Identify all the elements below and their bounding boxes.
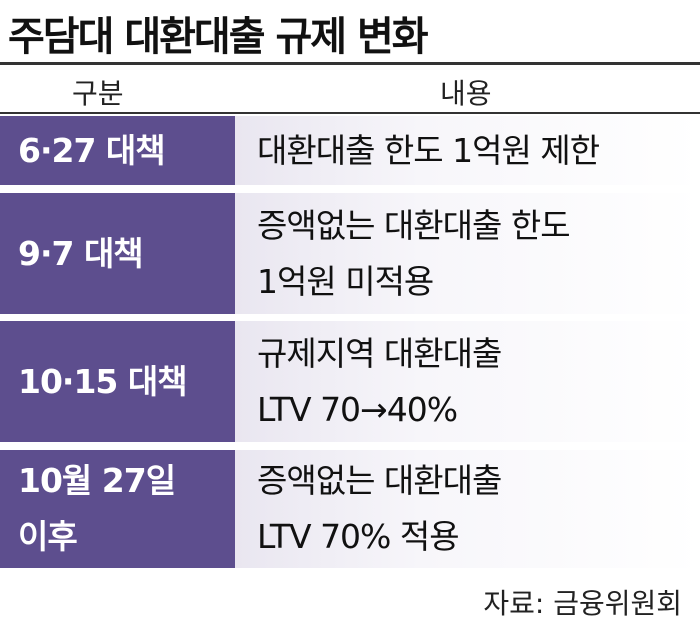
row-label: 6·27 대책 [0,116,235,185]
row-content: 증액없는 대환대출 한도 1억원 미적용 [235,193,700,314]
table-row: 6·27 대책 대환대출 한도 1억원 제한 [0,116,700,185]
label-line: 9·7 대책 [18,233,144,273]
row-content: 대환대출 한도 1억원 제한 [235,116,700,185]
content-line: 증액없는 대환대출 [257,461,502,500]
label-line: 6·27 대책 [18,130,166,170]
label-line: 10월 27일 [18,461,176,500]
label-line: 이후 [18,517,78,556]
table-row: 9·7 대책 증액없는 대환대출 한도 1억원 미적용 [0,193,700,314]
content-line: LTV 70→40% [257,389,458,429]
table-row: 10·15 대책 규제지역 대환대출 LTV 70→40% [0,321,700,442]
label-line: 10·15 대책 [18,361,188,401]
content-line: LTV 70% 적용 [257,517,460,556]
row-label: 9·7 대책 [0,193,235,314]
content-line: 규제지역 대환대출 [257,333,502,373]
row-content: 규제지역 대환대출 LTV 70→40% [235,321,700,442]
column-header: 내용 [440,77,492,110]
column-header: 구분 [72,77,124,110]
content-line: 대환대출 한도 1억원 제한 [257,130,600,170]
title: 주담대 대환대출 규제 변화 [8,14,429,60]
content-line: 1억원 미적용 [257,261,434,301]
source: 자료: 금융위원회 [483,587,682,620]
row-content: 증액없는 대환대출 LTV 70% 적용 [235,450,700,568]
header-rule [0,112,700,114]
row-label: 10·15 대책 [0,321,235,442]
title-rule [0,62,700,65]
content-line: 증액없는 대환대출 한도 [257,205,571,245]
